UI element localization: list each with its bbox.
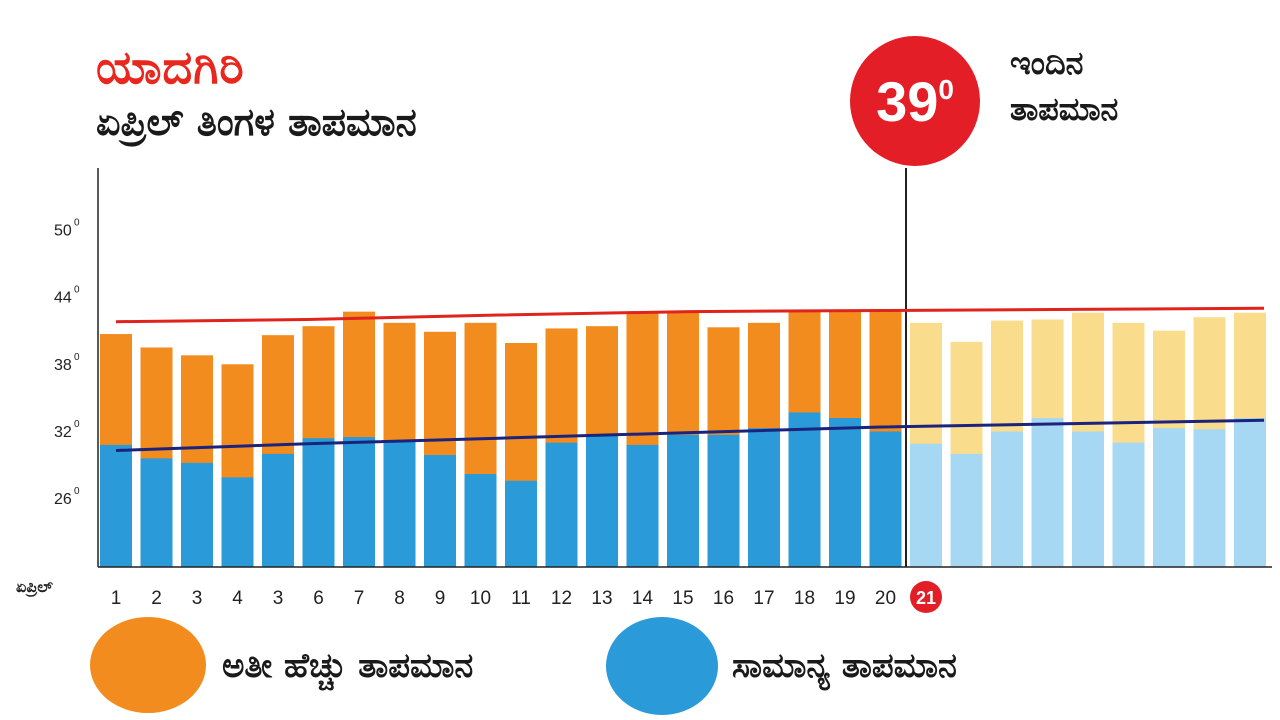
x-tick-label: 1 <box>111 588 122 609</box>
x-tick-label: 19 <box>834 588 855 609</box>
normal-bar <box>464 474 497 567</box>
normal-bar <box>1112 442 1145 567</box>
x-tick-label: 20 <box>875 588 896 609</box>
y-tick-label: 26 <box>54 491 72 508</box>
normal-bar <box>100 444 132 567</box>
x-tick-label: 10 <box>470 588 491 609</box>
normal-bar <box>1031 418 1064 567</box>
normal-bar <box>181 462 213 567</box>
normal-bars <box>100 412 1266 567</box>
y-tick-label: 44 <box>54 290 72 307</box>
x-tick-label: 13 <box>591 588 612 609</box>
x-axis-label: ಏಪ್ರಿಲ್ <box>16 577 53 598</box>
y-tick-label: 38 <box>54 357 72 374</box>
today-temperature-badge: 39 0 <box>850 36 980 166</box>
x-tick-label: 17 <box>753 588 774 609</box>
y-tick-degree: 0 <box>74 285 80 296</box>
normal-bar <box>586 434 618 567</box>
x-tick-label: 14 <box>632 588 654 609</box>
y-tick-degree: 0 <box>74 352 80 363</box>
normal-bar <box>626 444 659 567</box>
x-tick-label: 15 <box>672 588 693 609</box>
x-tick-label-today: 21 <box>916 588 936 608</box>
normal-bar <box>424 455 456 567</box>
normal-bar <box>262 453 294 567</box>
y-tick-degree: 0 <box>74 419 80 430</box>
normal-bar <box>383 441 416 567</box>
normal-bar <box>869 431 902 567</box>
normal-bar <box>505 480 537 567</box>
max-trend-line <box>115 306 1265 324</box>
axis-labels: 26 032 038 044 050 0ಏಪ್ರಿಲ್1 2 3 4 3 6 7 8 9 10 11 12 13 1… <box>16 217 942 613</box>
normal-bar <box>140 458 173 567</box>
y-tick-degree: 0 <box>74 486 80 497</box>
x-tick-label: 8 <box>394 588 405 609</box>
x-tick-label: 9 <box>435 588 446 609</box>
x-tick-label: 2 <box>151 588 162 609</box>
normal-bar <box>221 477 254 567</box>
x-tick-label: 16 <box>713 588 734 609</box>
normal-bar <box>788 412 821 567</box>
x-tick-label: 18 <box>794 588 815 609</box>
chart-axes <box>97 168 1272 568</box>
min-trend-line <box>115 418 1265 452</box>
chart-subtitle: ಏಪ್ರಿಲ್ ತಿಂಗಳ ತಾಪಮಾನ <box>96 100 417 144</box>
normal-bar <box>950 453 983 567</box>
trend-lines <box>115 306 1265 452</box>
x-tick-label: 4 <box>232 588 243 609</box>
legend-swatch-normal <box>606 617 718 715</box>
normal-bar <box>545 442 578 567</box>
normal-bar <box>748 428 780 567</box>
today-label-line2: ತಾಪಮಾನ <box>1010 90 1119 128</box>
normal-bar <box>991 431 1023 567</box>
x-tick-label: 11 <box>511 588 531 609</box>
legend-label-extreme: ಅತೀ ಹೆಚ್ಚು ತಾಪಮಾನ <box>222 646 474 686</box>
today-temperature-value: 39 <box>876 69 939 133</box>
normal-bar <box>707 434 740 567</box>
today-marker <box>910 581 942 613</box>
x-tick-label: 7 <box>354 588 365 609</box>
today-temperature-label: ಇಂದಿನ ತಾಪಮಾನ <box>1010 40 1118 132</box>
x-tick-label: 3 <box>192 588 203 609</box>
legend-label-normal: ಸಾಮಾನ್ಯ ತಾಪಮಾನ <box>732 646 957 686</box>
y-tick-degree: 0 <box>74 217 80 228</box>
x-tick-label: 6 <box>313 588 324 609</box>
legend-swatch-extreme <box>90 617 206 713</box>
normal-bar <box>1193 429 1226 567</box>
x-tick-label: 12 <box>551 588 572 609</box>
chart-title-city: ಯಾದಗಿರಿ <box>96 40 245 94</box>
y-tick-label: 32 <box>54 424 72 441</box>
today-label-line1: ಇಂದಿನ <box>1010 44 1084 82</box>
normal-bar <box>1153 428 1185 567</box>
normal-bar <box>667 434 699 567</box>
normal-bar <box>302 438 335 567</box>
normal-bar <box>1234 418 1266 567</box>
degree-mark: 0 <box>938 74 954 105</box>
normal-bar <box>910 443 942 567</box>
x-tick-label: 3 <box>273 588 284 609</box>
normal-bar <box>343 437 375 567</box>
normal-bar <box>829 418 861 567</box>
normal-bar <box>1072 431 1104 567</box>
y-tick-label: 50 <box>54 222 72 239</box>
